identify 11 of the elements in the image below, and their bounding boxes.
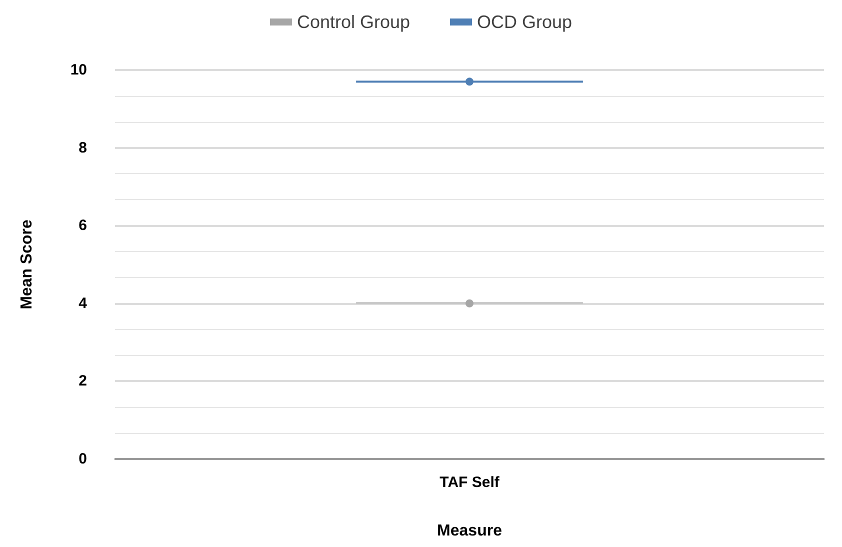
y-tick-label: 2 <box>78 372 87 390</box>
legend-label: Control Group <box>296 12 410 32</box>
y-tick-label: 8 <box>78 139 87 156</box>
y-tick-label: 0 <box>78 450 87 468</box>
y-tick-label: 4 <box>78 294 88 312</box>
x-axis-title: Measure <box>437 522 502 540</box>
legend-label: OCD Group <box>477 12 572 32</box>
y-tick-label: 10 <box>70 62 87 78</box>
y-tick-label: 6 <box>78 217 87 234</box>
y-axis-title: Mean Score <box>18 219 36 310</box>
x-tick-label: TAF Self <box>440 474 500 491</box>
